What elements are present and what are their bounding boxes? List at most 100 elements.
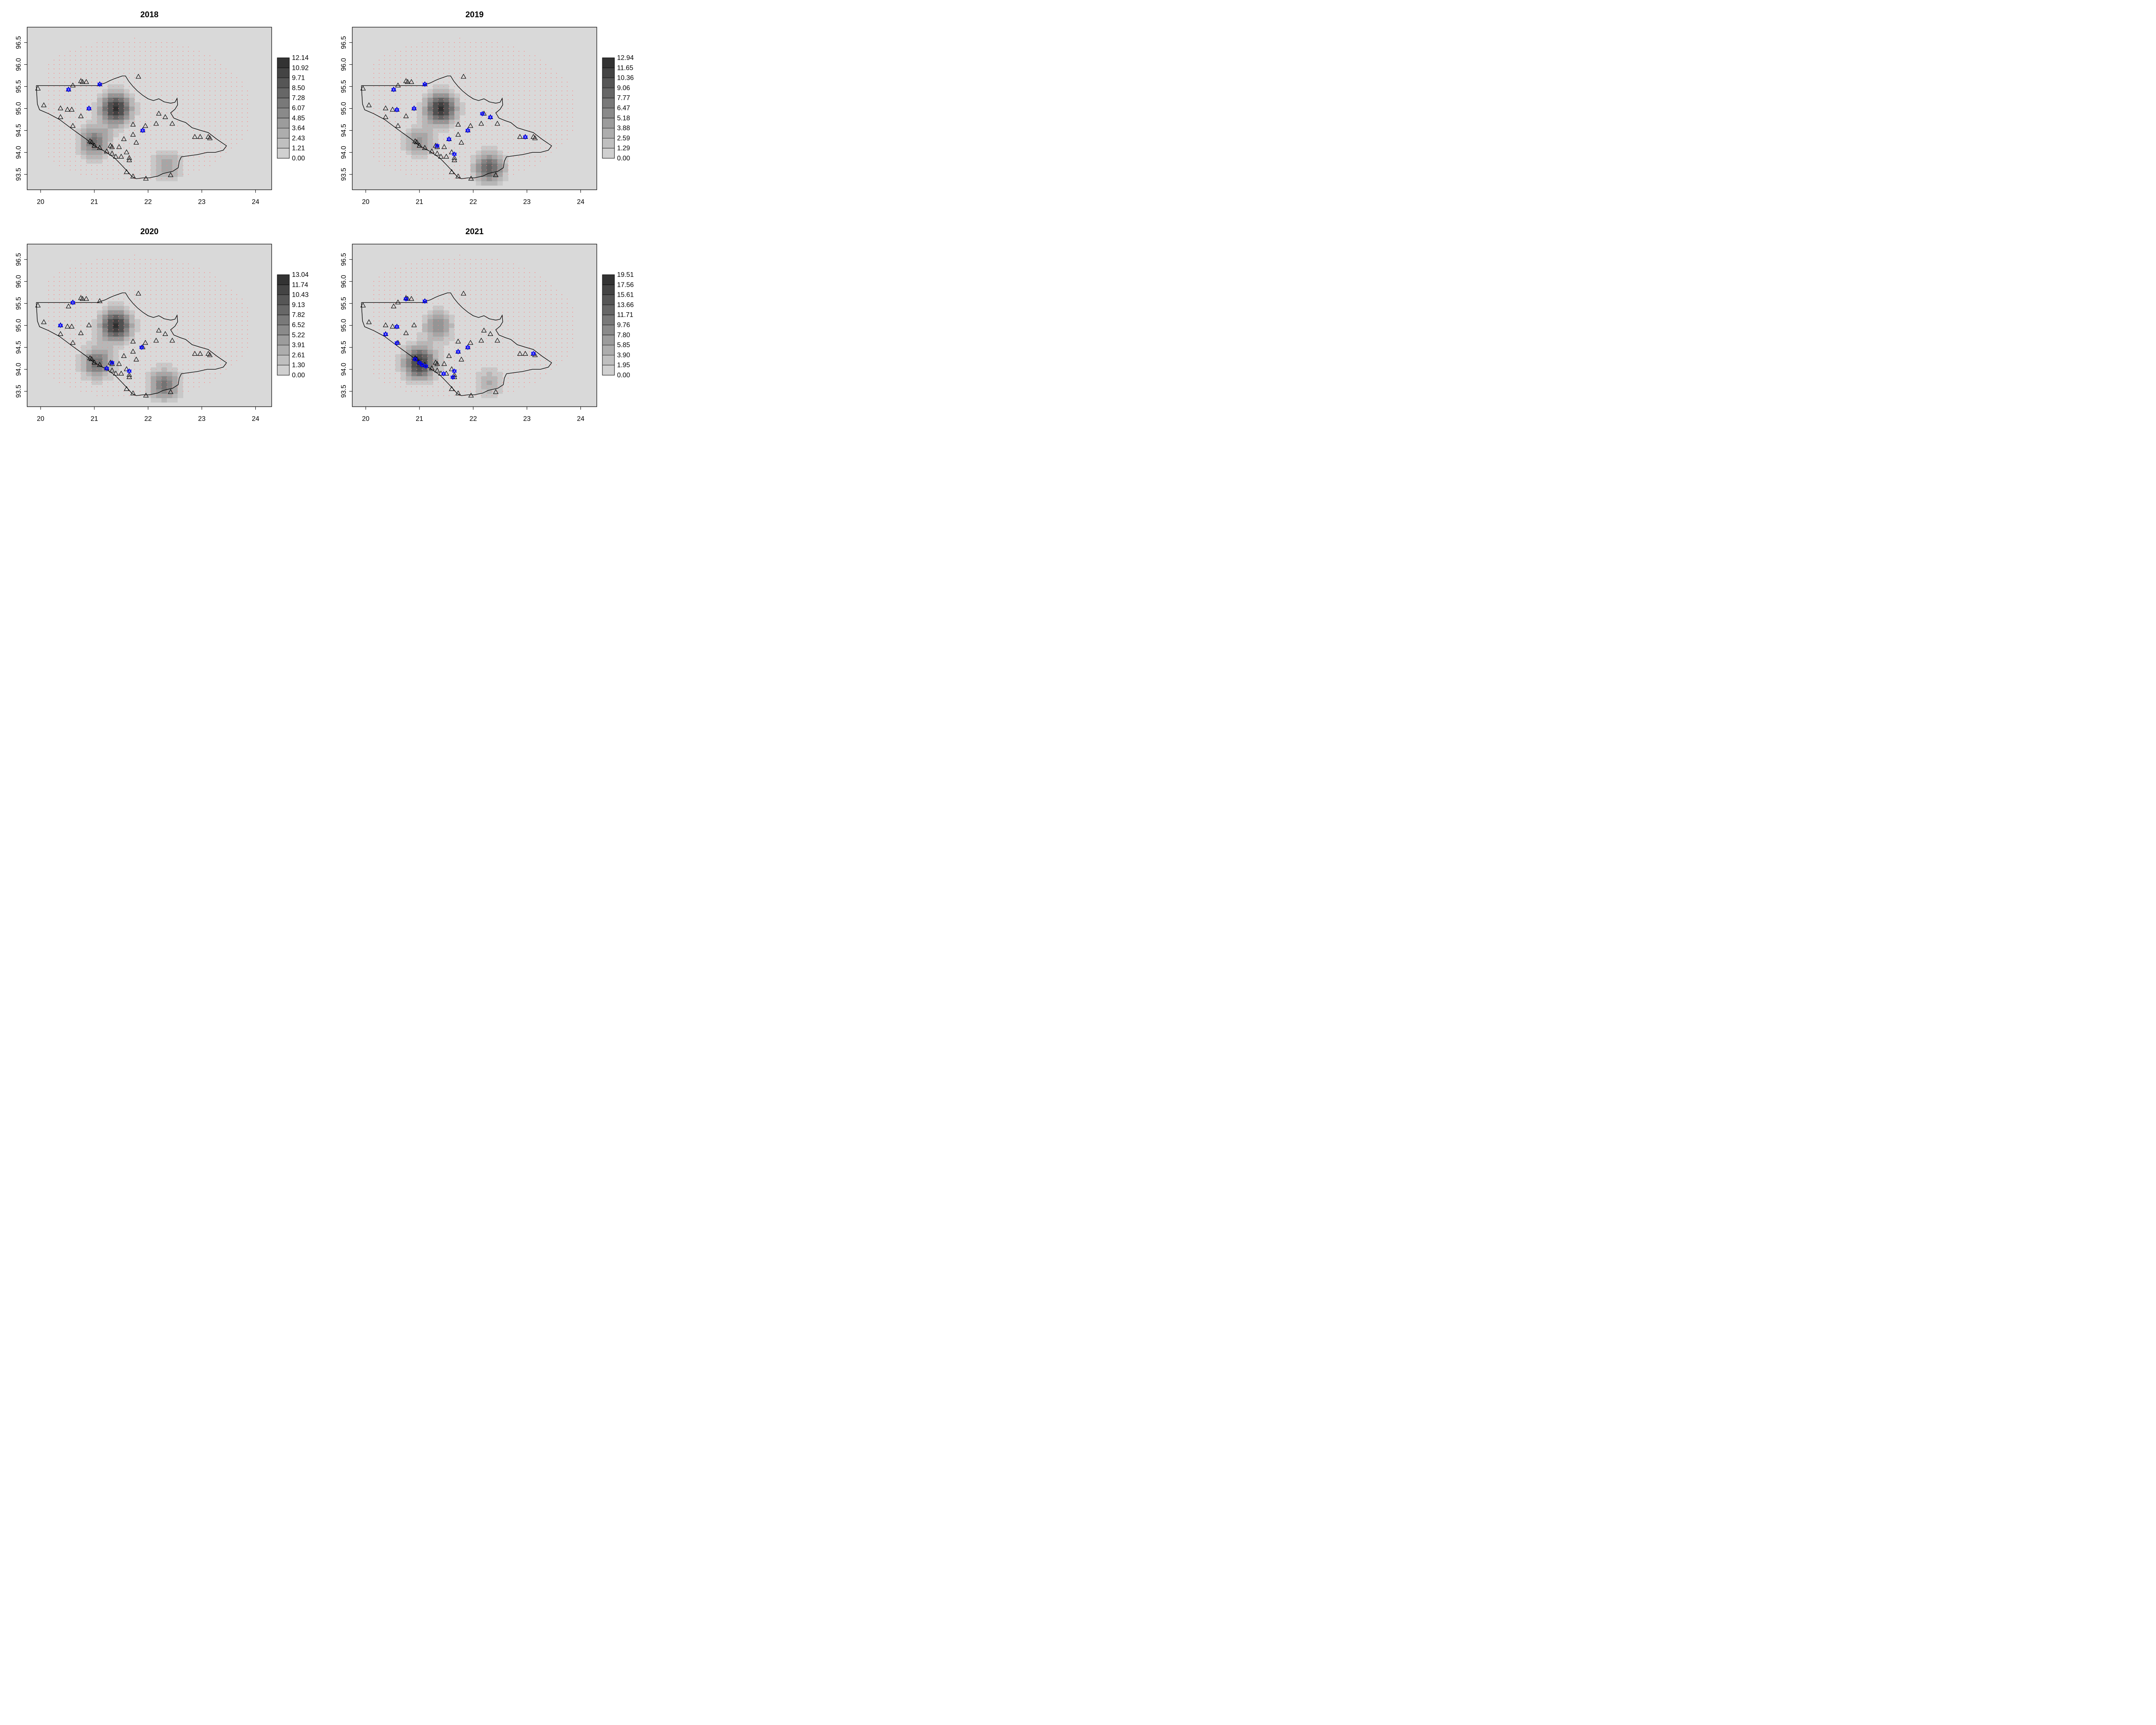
grid-point [513,116,514,118]
grid-point [432,369,433,370]
grid-point [182,165,184,166]
heat-cell [124,102,130,107]
grid-point [53,338,55,339]
station-triangle [130,173,136,179]
grid-point [459,303,461,304]
grid-point [128,312,130,313]
grid-point [172,77,173,78]
grid-point [422,64,423,65]
grid-point [432,121,433,122]
grid-point [448,391,450,392]
grid-point [384,312,385,313]
highlighted-site [479,111,485,117]
grid-point [182,125,184,127]
grid-point [459,338,461,339]
grid-point [422,169,423,171]
grid-point [204,316,205,317]
grid-point [64,347,66,348]
heat-cell [91,154,97,160]
grid-point [459,160,461,162]
grid-point [139,312,141,313]
heat-cell [124,305,130,310]
x-tick-label: 22 [144,415,152,423]
heat-cell [118,119,124,124]
heat-cell [492,380,498,385]
grid-point [454,42,455,43]
heat-cell [135,332,141,337]
grid-point [220,316,221,317]
heat-cell [172,398,178,403]
grid-point [561,125,562,127]
station-triangle [91,142,97,148]
y-tick-label: 96.5 [15,36,22,49]
heat-cell [177,163,183,168]
heat-cell [97,319,103,324]
grid-point [459,373,461,374]
heat-cell [470,389,476,394]
grid-point [177,294,178,295]
heat-cell [476,168,482,172]
heat-cell [417,385,423,389]
heat-cell [432,349,439,354]
heat-cell [97,310,103,315]
grid-point [470,386,471,388]
grid-point [48,73,49,74]
heat-cell [81,345,87,350]
grid-point [118,95,119,96]
grid-point [405,60,407,61]
grid-point [204,165,205,166]
grid-point [486,121,487,122]
grid-point [422,95,423,96]
grid-point [128,391,130,392]
grid-point [427,86,428,87]
grid-point [198,373,200,374]
grid-point [470,95,471,96]
grid-point [128,51,130,52]
grid-point [411,86,412,87]
heat-cell [102,305,108,310]
heat-cell [172,176,178,182]
heat-cell [432,88,439,94]
grid-point [215,73,216,74]
heat-cell [97,314,103,319]
site-up-triangle [127,368,132,373]
grid-point [545,130,546,131]
grid-point [193,95,194,96]
heat-cell [417,97,423,102]
grid-point [86,160,87,162]
grid-point [373,125,374,127]
heat-cell [107,115,113,120]
grid-point [400,325,401,326]
grid-point [523,152,525,153]
heat-cell [427,380,433,385]
grid-point [172,391,173,392]
grid-point [422,342,423,344]
grid-point [198,147,200,149]
station-triangle [116,361,122,366]
grid-point [123,377,125,379]
grid-point [102,125,103,127]
site-down-triangle [435,144,440,149]
grid-point [59,281,60,282]
grid-point [145,364,146,366]
grid-point [166,160,167,162]
grid-point [156,290,157,291]
grid-point [534,143,536,144]
grid-point [481,290,482,291]
grid-point [464,369,466,370]
grid-point [145,285,146,286]
grid-point [204,294,205,295]
grid-point [64,272,66,273]
grid-point [481,382,482,383]
heat-cell [427,137,433,142]
grid-point [422,263,423,264]
grid-point [139,316,141,317]
station-triangle [57,114,63,119]
heat-cell [86,154,92,160]
grid-point [502,60,503,61]
grid-point [215,60,216,61]
grid-point [411,360,412,361]
grid-point [481,325,482,326]
highlighted-site [422,82,427,87]
grid-point [118,360,119,361]
